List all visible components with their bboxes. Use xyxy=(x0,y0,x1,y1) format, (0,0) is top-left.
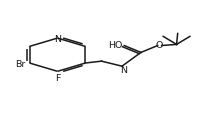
Text: F: F xyxy=(55,73,60,82)
Text: O: O xyxy=(155,41,162,49)
Text: N: N xyxy=(54,34,61,43)
Text: N: N xyxy=(120,65,127,74)
Text: Br: Br xyxy=(15,59,25,68)
Text: HO: HO xyxy=(108,41,122,49)
